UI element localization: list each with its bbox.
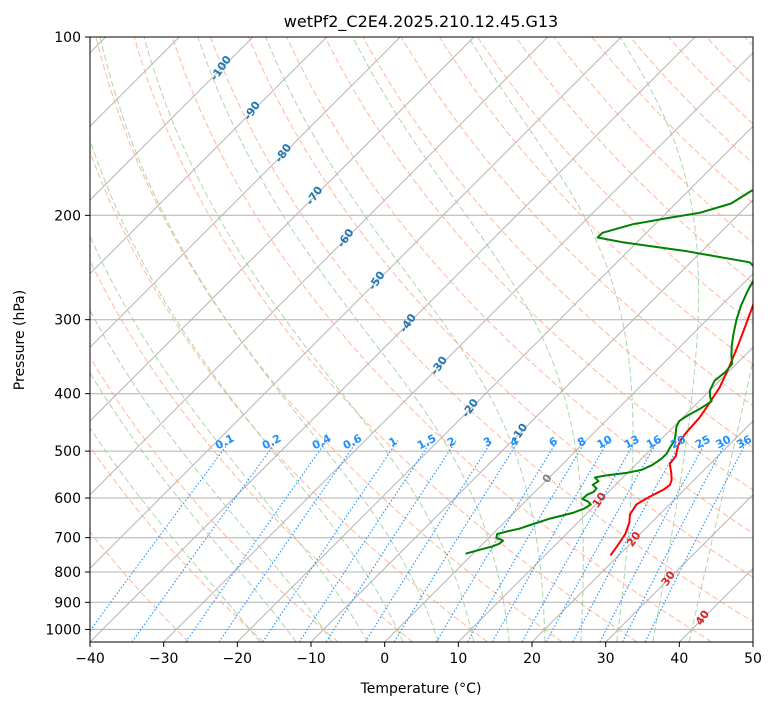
dry-adiabat-line	[90, 356, 339, 642]
moist-adiabat-line	[90, 427, 261, 642]
isotherm-line	[457, 346, 753, 642]
mixing-ratio-line	[393, 440, 520, 642]
x-tick-label: −30	[149, 651, 179, 667]
moist-adiabat-line	[265, 37, 546, 642]
x-tick-label: −10	[296, 651, 326, 667]
moist-adiabat-line	[197, 37, 510, 642]
dry-adiabat-line	[133, 37, 638, 642]
isobar-gridlines	[90, 37, 753, 630]
mixing-ratio-label: 20	[668, 433, 688, 452]
dry-adiabat-line	[400, 37, 753, 407]
isotherm-line	[90, 37, 549, 496]
y-tick-label: 1000	[45, 622, 81, 638]
plot-frame	[89, 36, 754, 643]
isotherm-line	[90, 37, 475, 422]
moist-adiabat-line	[688, 358, 753, 642]
dry-adiabat-line	[248, 37, 753, 578]
mixing-ratio-label: 10	[595, 433, 615, 452]
x-axis-ticks: −40 −30 −20 −10 0 10 20 30 40 50	[75, 642, 762, 667]
isotherm-line	[605, 493, 753, 642]
dry-adiabat-line	[324, 37, 753, 491]
y-tick-label: 200	[54, 208, 81, 224]
mixing-ratio-line	[621, 440, 728, 642]
isotherm-line	[90, 37, 254, 201]
mixing-ratio-line	[435, 440, 558, 642]
moist-adiabat-line	[352, 37, 584, 642]
x-axis-label: Temperature (°C)	[360, 681, 482, 697]
x-tick-label: 20	[523, 651, 541, 667]
mixing-ratio-line	[325, 440, 457, 642]
y-tick-label: 300	[54, 313, 81, 329]
dry-adiabat-line	[362, 37, 753, 449]
dry-adiabat-line	[629, 37, 753, 165]
moist-adiabat-line	[90, 371, 297, 642]
dry-adiabat-line	[210, 37, 753, 623]
y-tick-label: 400	[54, 387, 81, 403]
mixing-ratio-line	[364, 440, 493, 642]
moist-adiabat-line	[90, 235, 369, 642]
isotherm-line	[531, 420, 753, 642]
mixing-ratio-line	[218, 440, 358, 642]
mixing-ratio-lines	[90, 440, 748, 642]
isotherm-line	[90, 37, 401, 349]
mixing-ratio-label: 16	[644, 433, 664, 452]
y-tick-label: 500	[54, 444, 81, 460]
skewed-isotherms	[90, 37, 753, 642]
x-tick-label: −40	[75, 651, 105, 667]
y-tick-label: 900	[54, 595, 81, 611]
moist-adiabat-line	[619, 37, 699, 642]
moist-adiabats	[90, 37, 753, 642]
x-tick-label: −20	[223, 651, 253, 667]
isotherm-line	[90, 37, 328, 275]
x-tick-label: 10	[449, 651, 467, 667]
isotherm-line	[236, 125, 753, 642]
isotherm-line	[90, 37, 622, 570]
x-tick-label: 0	[380, 651, 389, 667]
mixing-ratio-line	[644, 440, 748, 642]
mixing-ratio-line	[491, 440, 609, 642]
mixing-ratio-line	[467, 440, 587, 642]
dry-adiabat-line	[90, 150, 488, 642]
dry-adiabat-line	[553, 37, 753, 244]
x-tick-label: 30	[597, 651, 615, 667]
moist-adiabat-line	[90, 138, 404, 642]
x-tick-label: 40	[670, 651, 688, 667]
mixing-ratio-label: 25	[693, 433, 713, 452]
y-axis-ticks: 100 200 300 400 500 600 700 800 900 1000	[45, 30, 90, 638]
dry-adiabat-line	[286, 37, 753, 534]
dry-adiabat-line	[90, 531, 190, 642]
dry-adiabat-line	[591, 37, 753, 204]
mixing-ratio-label: 36	[734, 433, 754, 452]
dry-adiabat-line	[515, 37, 753, 284]
isotherm-line	[384, 272, 753, 642]
mixing-ratio-line	[298, 440, 432, 642]
mixing-ratio-line	[185, 440, 328, 642]
y-axis-label: Pressure (hPa)	[12, 290, 28, 390]
isotherm-line	[163, 51, 753, 642]
y-tick-label: 600	[54, 491, 81, 507]
moist-adiabat-line	[467, 37, 634, 642]
mixing-ratio-line	[599, 440, 707, 642]
dewpoint-profile-line	[465, 189, 753, 555]
dry-adiabat-line	[438, 37, 753, 365]
dry-adiabat-line	[477, 37, 753, 325]
mixing-ratio-label: 13	[622, 433, 642, 452]
y-tick-label: 100	[54, 30, 81, 46]
plot-area: 0.1 0.2 0.4 0.6 1 1.5 2 3 4 6 8 10 13 16 20 25 30 36-100-…	[90, 37, 754, 642]
moist-adiabat-line	[99, 37, 439, 642]
temperature-profile-line	[609, 302, 753, 556]
isotherm-line	[90, 37, 696, 642]
x-tick-label: 50	[744, 651, 762, 667]
y-tick-label: 700	[54, 531, 81, 547]
mixing-ratio-line	[131, 440, 278, 642]
chart-title: wetPf2_C2E4.2025.210.12.45.G13	[284, 12, 558, 32]
sounding-profiles	[465, 189, 753, 556]
moist-adiabat-line	[143, 37, 475, 642]
mixing-ratio-label: 30	[714, 433, 734, 452]
y-tick-label: 800	[54, 565, 81, 581]
